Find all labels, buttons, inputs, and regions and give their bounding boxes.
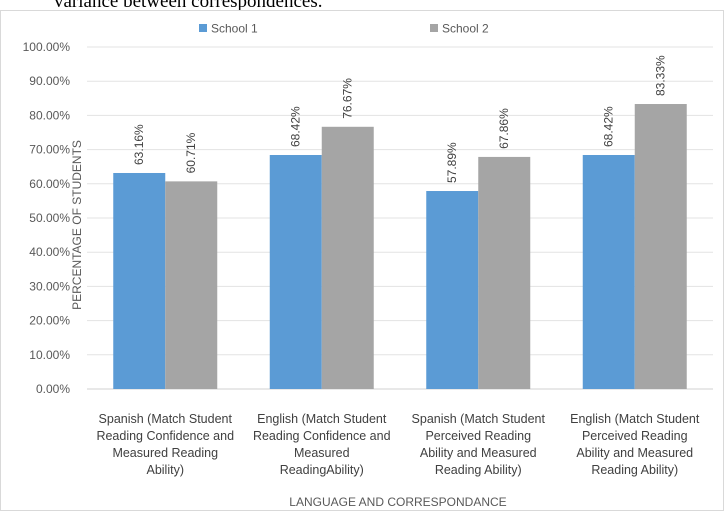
x-axis-categories: Spanish (Match Student Reading Confidence… — [96, 412, 699, 477]
data-label: 63.16% — [132, 124, 146, 165]
x-category-line: English (Match Student — [257, 412, 387, 426]
x-category-label: Spanish (Match Student Reading Confidence… — [96, 412, 234, 477]
x-category-line: Perceived Reading — [425, 429, 531, 443]
bar-school-2 — [634, 104, 687, 389]
x-category-label: English (Match Student Perceived Reading A… — [570, 412, 700, 477]
y-tick-label: 70.00% — [29, 143, 70, 157]
page-caption: variance between correspondences. — [54, 0, 323, 12]
legend: School 1 School 2 — [199, 22, 489, 36]
bar-school-1 — [426, 191, 479, 389]
data-label: 68.42% — [602, 106, 616, 147]
legend-label: School 2 — [442, 22, 489, 36]
bar-school-2 — [165, 181, 218, 389]
y-tick-label: 90.00% — [29, 74, 70, 88]
x-category-line: ReadingAbility) — [280, 463, 364, 477]
x-category-line: English (Match Student — [570, 412, 700, 426]
x-category-line: Reading Ability) — [435, 463, 522, 477]
bar-school-2 — [321, 126, 374, 389]
y-tick-label: 0.00% — [36, 382, 70, 396]
x-category-line: Ability) — [146, 463, 184, 477]
data-label: 76.67% — [341, 78, 355, 119]
y-axis-title: PERCENTAGE OF STUDENTS — [70, 140, 84, 310]
bar-school-1 — [113, 172, 166, 389]
bar-chart: 0.00% 10.00% 20.00% 30.00% 40.00% 50.00% 60.00… — [23, 22, 713, 509]
bars — [113, 104, 687, 389]
x-category-line: Spanish (Match Student — [412, 412, 546, 426]
x-axis-title: LANGUAGE AND CORRESPONDANCE — [289, 495, 506, 509]
x-category-line: Measured — [294, 446, 350, 460]
bar-school-1 — [582, 155, 635, 389]
y-tick-label: 100.00% — [23, 40, 71, 54]
legend-swatch — [430, 24, 438, 32]
y-tick-label: 10.00% — [29, 348, 70, 362]
legend-label: School 1 — [211, 22, 258, 36]
bar-school-1 — [269, 155, 322, 389]
y-tick-label: 50.00% — [29, 211, 70, 225]
y-tick-label: 40.00% — [29, 245, 70, 259]
x-category-line: Ability and Measured — [576, 446, 693, 460]
data-label: 67.86% — [497, 108, 511, 149]
y-axis-ticks: 0.00% 10.00% 20.00% 30.00% 40.00% 50.00% 60.00… — [23, 40, 71, 396]
chart-frame: 0.00% 10.00% 20.00% 30.00% 40.00% 50.00% 60.00… — [0, 10, 724, 511]
y-tick-label: 20.00% — [29, 314, 70, 328]
x-category-line: Measured Reading — [112, 446, 218, 460]
x-category-line: Reading Confidence and — [253, 429, 391, 443]
data-label: 68.42% — [289, 106, 303, 147]
data-label: 83.33% — [654, 55, 668, 96]
x-category-line: Perceived Reading — [582, 429, 688, 443]
x-category-line: Reading Ability) — [591, 463, 678, 477]
legend-swatch — [199, 24, 207, 32]
y-tick-label: 80.00% — [29, 108, 70, 122]
x-category-label: English (Match Student Reading Confidence… — [253, 412, 391, 477]
data-label: 60.71% — [184, 132, 198, 173]
y-tick-label: 60.00% — [29, 177, 70, 191]
x-category-line: Ability and Measured — [420, 446, 537, 460]
x-category-line: Reading Confidence and — [96, 429, 234, 443]
x-category-label: Spanish (Match Student Perceived Reading A… — [412, 412, 546, 477]
x-category-line: Spanish (Match Student — [99, 412, 233, 426]
data-labels: 63.16% 60.71% 68.42% 76.67% 57.89% 67.86% 68.4… — [132, 55, 668, 183]
y-tick-label: 30.00% — [29, 279, 70, 293]
bar-school-2 — [478, 156, 531, 389]
data-label: 57.89% — [445, 142, 459, 183]
